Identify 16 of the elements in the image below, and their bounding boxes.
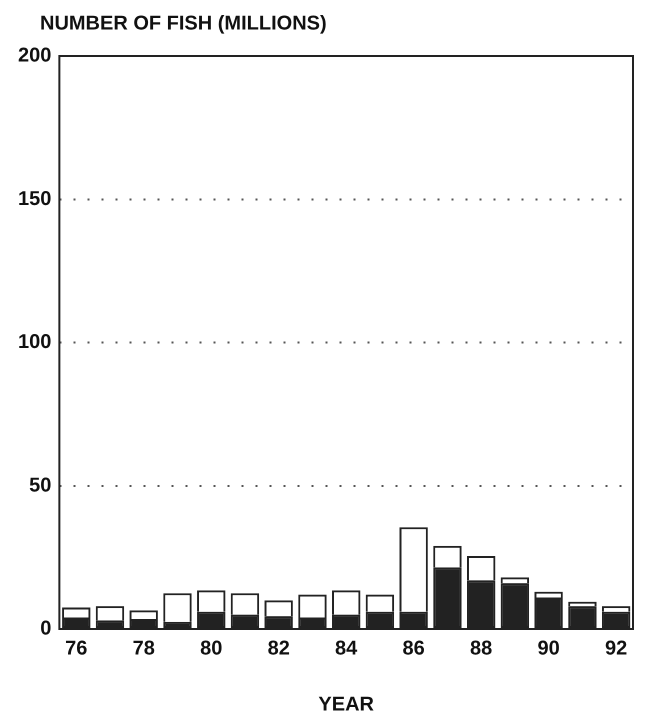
x-tick-label: 84 [335,638,358,660]
x-tick-label: 86 [402,638,425,660]
y-tick-label: 100 [18,331,52,354]
x-tick-label: 92 [605,638,628,660]
chart-title: NUMBER OF FISH (MILLIONS) [40,12,327,35]
x-tick-label: 80 [200,638,222,660]
y-tick-label: 0 [40,618,52,640]
y-tick-label: 50 [29,474,52,496]
x-tick-label: 78 [132,638,155,660]
x-tick-label: 90 [538,638,560,660]
x-tick-label: 76 [65,638,88,660]
y-tick-label: 150 [18,188,52,210]
x-axis-title: YEAR [318,694,375,716]
x-tick-label: 82 [268,638,290,660]
y-tick-label: 200 [18,44,52,67]
x-tick-label: 88 [470,638,492,660]
